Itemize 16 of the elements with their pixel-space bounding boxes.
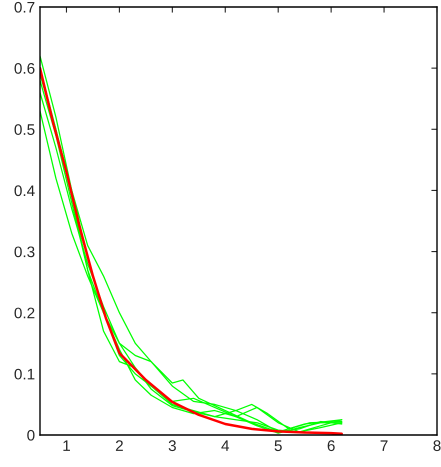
y-tick-label: 0.4 [14,185,35,196]
x-tick-label: 4 [221,440,230,451]
x-tick-label: 3 [168,440,176,452]
x-tick-label: 7 [380,440,388,451]
x-tick-label: 5 [274,440,282,452]
y-tick-label: 0.7 [14,2,34,13]
x-tick-label: 8 [433,440,441,452]
y-tick-label: 0.2 [14,308,34,318]
y-tick-label: 0.3 [14,246,34,258]
y-tick-label: 0 [27,430,35,441]
x-tick-label: 2 [116,440,123,451]
y-tick-label: 0.5 [14,124,34,135]
x-tick-label: 1 [63,440,70,451]
y-tick-label: 0.1 [14,368,34,380]
y-tick-label: 0.6 [14,63,34,74]
x-tick-label: 6 [328,440,335,452]
